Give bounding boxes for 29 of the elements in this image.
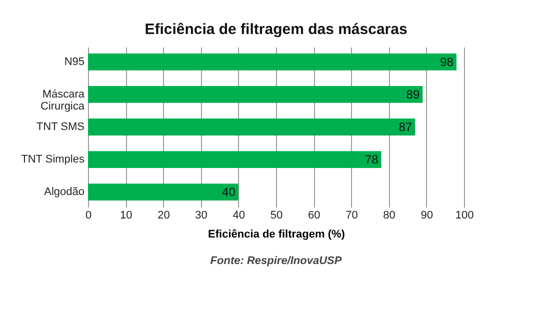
x-tick-label: 100: [455, 210, 474, 222]
data-label: 40: [222, 185, 236, 200]
x-tick-label: 60: [308, 210, 320, 222]
y-tick-label: Máscara Cirurgica: [40, 88, 86, 112]
bar: [88, 184, 238, 200]
source-note: Fonte: Respire/InovaUSP: [210, 255, 342, 267]
x-tick-label: 80: [383, 210, 396, 222]
x-tick-label: 0: [85, 210, 92, 222]
x-axis-title: Eficiência de filtragem (%): [208, 228, 346, 240]
x-tick-label: 40: [232, 210, 246, 222]
chart-title: Eficiência de filtragem das máscaras: [144, 21, 408, 38]
bar: [88, 118, 416, 136]
y-tick-label: TNT SMS: [36, 121, 84, 133]
data-label: 98: [440, 54, 454, 69]
x-tick-label: 70: [346, 210, 358, 222]
x-tick-label: 90: [420, 210, 434, 222]
x-tick-label: 30: [195, 210, 208, 222]
y-tick-label: Algodão: [44, 186, 84, 198]
bar: [88, 54, 456, 70]
y-tick-label: TNT Simples: [21, 154, 85, 166]
bar: [88, 151, 382, 168]
bar: [88, 86, 423, 103]
data-label: 87: [398, 120, 412, 134]
x-tick-label: 50: [270, 210, 283, 222]
data-label: 89: [406, 87, 420, 102]
x-tick-label: 10: [120, 210, 132, 222]
x-tick-label: 20: [158, 210, 170, 222]
data-label: 78: [364, 152, 379, 167]
y-tick-label: N95: [64, 56, 84, 68]
